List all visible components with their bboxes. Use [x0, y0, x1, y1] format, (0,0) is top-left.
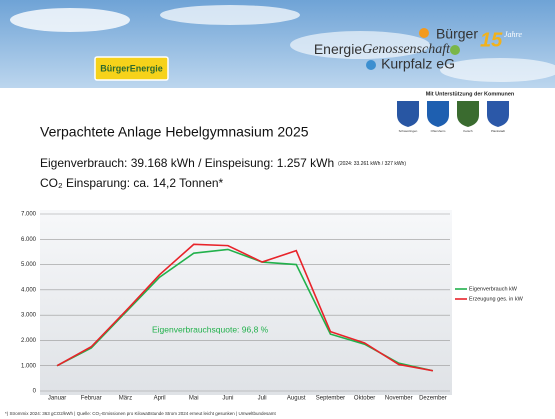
y-tick-label: 1.000: [21, 363, 37, 369]
anniversary-word: Jahre: [504, 30, 522, 39]
org-line2: EnergieGenossenschaft: [314, 41, 451, 58]
cloud: [160, 5, 300, 25]
chart: 0 1.000 2.000 3.000 4.000 5.000 6.000 7.000 Janu…: [21, 212, 524, 402]
y-tick-label: 2.000: [21, 338, 37, 344]
heading: Verpachtete Anlage Hebelgymnasium 2025: [40, 124, 309, 140]
anniversary-number: 15: [480, 29, 503, 51]
x-tick-label: Januar: [48, 396, 66, 402]
stats-main: Eigenverbrauch: 39.168 kWh / Einspeisung…: [40, 156, 334, 170]
co2: CO₂ Einsparung: ca. 14,2 Tonnen*: [40, 176, 224, 190]
y-tick-label: 6.000: [21, 237, 37, 243]
org-line2-a: Energie: [314, 41, 362, 57]
stats-line: Eigenverbrauch: 39.168 kWh / Einspeisung…: [40, 156, 406, 170]
x-tick-label: Dezember: [419, 396, 447, 402]
org-line2-b: Genossenschaft: [362, 42, 451, 57]
org-line1: Bürger: [436, 26, 478, 42]
x-tick-label: Mai: [189, 396, 199, 402]
x-tick-label: September: [316, 396, 345, 402]
x-tick-label: Juli: [258, 396, 267, 402]
x-tick-label: Oktober: [354, 396, 375, 402]
crest: [487, 101, 509, 127]
x-tick-label: Juni: [222, 396, 233, 402]
sign-text: BürgerEnergie: [100, 63, 163, 73]
logo-leaf: [450, 45, 460, 55]
town: Oftersheim: [431, 129, 446, 133]
y-tick-label: 0: [33, 389, 37, 395]
crest: [457, 101, 479, 127]
x-tick-label: Februar: [81, 396, 102, 402]
y-tick-label: 3.000: [21, 313, 37, 319]
crest: [397, 101, 419, 127]
x-tick-label: November: [385, 396, 413, 402]
logo-drop: [366, 60, 376, 70]
footnote: *) Strommix 2024: 363 gCO2/kWh | Quelle:…: [5, 411, 276, 416]
x-tick-label: März: [119, 396, 132, 402]
sign: [94, 56, 169, 81]
y-tick-label: 7.000: [21, 212, 37, 218]
crests: Schwetzingen Oftersheim Ketsch Plankstad…: [397, 101, 509, 133]
series-line: [56, 243, 434, 372]
crest: [427, 101, 449, 127]
y-tick-label: 5.000: [21, 262, 37, 268]
cloud: [10, 8, 130, 32]
town: Ketsch: [463, 129, 473, 133]
town: Schwetzingen: [399, 129, 418, 133]
banner: BürgerEnergie Bürger EnergieGenossenscha…: [0, 0, 555, 88]
legend-label: Erzeugung ges. in kW: [469, 296, 524, 302]
x-tick-label: August: [287, 396, 306, 402]
support-title: Mit Unterstützung der Kommunen: [426, 91, 515, 97]
x-tick-label: April: [154, 396, 166, 402]
logo-sun: [419, 28, 429, 38]
legend-label: Eigenverbrauch kW: [469, 286, 518, 292]
annotation: Eigenverbrauchsquote: 96,8 %: [152, 324, 269, 334]
cloud: [290, 31, 430, 59]
org-line3: Kurpfalz eG: [381, 56, 455, 72]
y-tick-label: 4.000: [21, 287, 37, 293]
town: Plankstadt: [491, 129, 505, 133]
stats-previous: (2024: 33.261 kWh / 327 kWh): [338, 161, 406, 167]
plot-background: [40, 210, 452, 395]
cloud: [440, 58, 555, 82]
